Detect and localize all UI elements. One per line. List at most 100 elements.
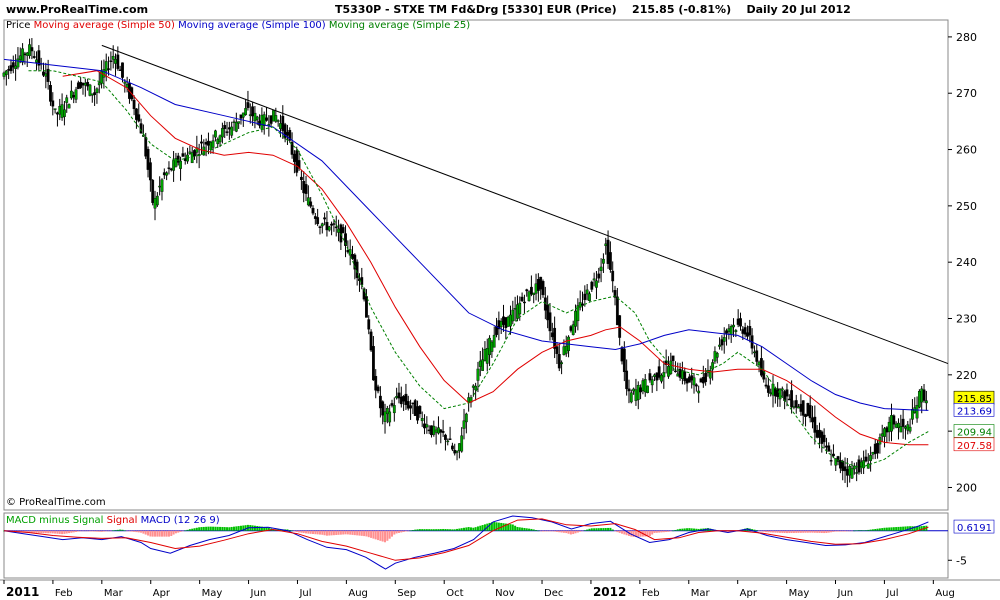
- site-name[interactable]: www.ProRealTime.com: [6, 3, 149, 16]
- macd-hist-bar: [523, 527, 526, 531]
- macd-hist-bar: [356, 530, 359, 536]
- legend-ma25[interactable]: Moving average (Simple 25): [328, 20, 471, 31]
- candle-body: [81, 82, 85, 86]
- candle-body: [18, 55, 22, 60]
- macd-hist-bar: [163, 530, 166, 537]
- macd-hist-bar: [186, 529, 189, 531]
- macd-hist-bar: [548, 530, 551, 532]
- macd-hist-bar: [881, 528, 884, 531]
- macd-hist-bar: [481, 525, 484, 531]
- macd-hist-bar: [590, 528, 593, 531]
- macd-hist-bar: [223, 527, 226, 531]
- macd-hist-bar: [346, 530, 349, 535]
- macd-hist-bar: [862, 530, 865, 531]
- x-tick-label: Jun: [837, 588, 854, 599]
- candle-body: [467, 397, 471, 403]
- macd-hist-bar: [325, 530, 328, 536]
- macd-hist-bar: [885, 527, 888, 531]
- legend-signal[interactable]: Signal: [106, 515, 138, 526]
- legend-ma50[interactable]: Moving average (Simple 50): [33, 20, 175, 31]
- macd-hist-bar: [456, 528, 459, 531]
- macd-hist-bar: [906, 526, 909, 531]
- macd-hist-bar: [662, 530, 665, 533]
- macd-hist-bar: [133, 530, 136, 532]
- candle-body: [741, 329, 745, 334]
- macd-hist-bar: [321, 530, 324, 535]
- candle-body: [260, 114, 264, 130]
- candle-body: [674, 370, 677, 373]
- macd-hist-bar: [147, 530, 150, 536]
- candle-body: [685, 378, 689, 384]
- macd-hist-bar: [165, 530, 168, 537]
- macd-hist-bar: [802, 530, 805, 533]
- x-tick-label: Mar: [691, 588, 711, 599]
- candle-body: [148, 162, 152, 181]
- candle-body: [376, 386, 380, 392]
- candle-body: [121, 62, 124, 78]
- macd-hist-bar: [330, 530, 333, 536]
- macd-hist-bar: [109, 530, 112, 532]
- macd-hist-bar: [472, 527, 475, 531]
- legend-macd[interactable]: MACD (12 26 9): [140, 515, 220, 526]
- x-tick-label: Jun: [250, 588, 267, 599]
- candle-body: [327, 226, 331, 231]
- candle-body: [787, 398, 791, 401]
- candle-body: [251, 106, 254, 117]
- candle-body: [381, 401, 385, 416]
- candle-body: [773, 388, 777, 397]
- candle-body: [843, 466, 847, 472]
- candle-body: [416, 406, 419, 421]
- legend-price[interactable]: Price: [6, 20, 31, 31]
- candle-body: [701, 377, 705, 384]
- macd-hist-bar: [797, 530, 800, 533]
- candle-body: [4, 70, 8, 75]
- candle-body: [190, 152, 194, 164]
- candlestick-series: [2, 38, 928, 488]
- macd-hist-bar: [75, 530, 78, 532]
- candle-body: [564, 345, 568, 354]
- candle-body: [204, 142, 208, 145]
- macd-hist-bar: [730, 530, 733, 532]
- macd-hist-bar: [77, 530, 80, 532]
- macd-hist-bar: [544, 530, 547, 532]
- candle-body: [550, 332, 554, 338]
- candle-body: [367, 319, 371, 330]
- candle-body: [608, 252, 612, 270]
- candle-body: [599, 266, 603, 271]
- macd-hist-bar: [286, 529, 289, 531]
- macd-hist-bar: [47, 530, 50, 534]
- candle-body: [246, 102, 250, 108]
- x-tick-label: Apr: [153, 588, 171, 599]
- candle-body: [532, 292, 536, 295]
- candle-body: [232, 121, 236, 124]
- macd-hist-bar: [263, 526, 266, 531]
- macd-hist-bar: [890, 527, 893, 531]
- candle-body: [808, 405, 812, 419]
- candle-body: [211, 140, 215, 148]
- macd-hist-bar: [479, 525, 482, 531]
- macd-hist-bar: [614, 530, 617, 532]
- macd-hist-bar: [372, 530, 375, 539]
- legend-macd-minus-signal[interactable]: MACD minus Signal: [6, 515, 104, 526]
- candle-body: [269, 115, 273, 124]
- candle-body: [230, 126, 234, 136]
- candle-body: [288, 129, 292, 141]
- candle-body: [155, 195, 159, 206]
- candle-body: [434, 429, 438, 433]
- candle-body: [200, 141, 203, 144]
- candle-body: [188, 151, 192, 154]
- candle-body: [220, 128, 224, 138]
- candle-body: [885, 427, 889, 433]
- macd-hist-bar: [300, 530, 303, 533]
- macd-hist-bar: [644, 530, 647, 537]
- candle-body: [899, 426, 903, 433]
- macd-hist-bar: [307, 530, 310, 534]
- candle-body: [890, 415, 893, 432]
- macd-hist-bar: [181, 530, 184, 532]
- candle-body: [908, 426, 912, 432]
- legend-ma100[interactable]: Moving average (Simple 100): [178, 20, 326, 31]
- candle-body: [543, 297, 547, 311]
- macd-hist-bar: [558, 530, 561, 533]
- macd-hist-bar: [830, 530, 833, 533]
